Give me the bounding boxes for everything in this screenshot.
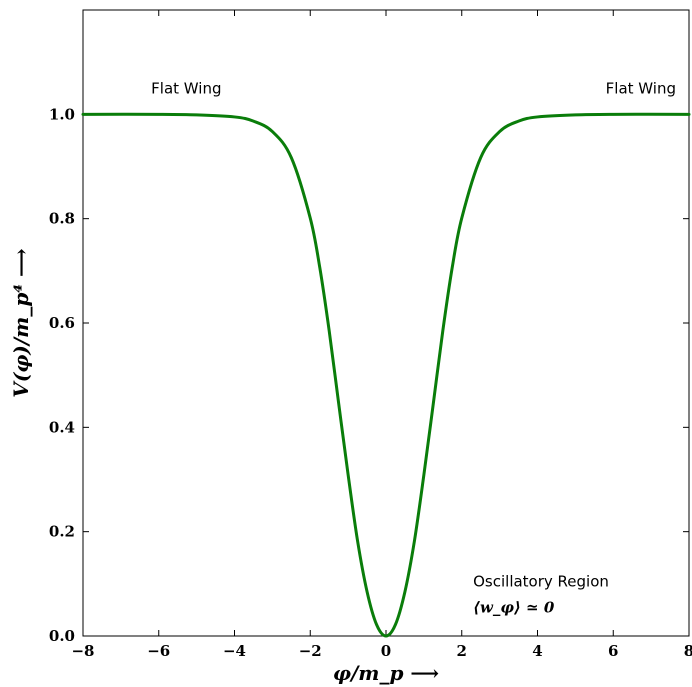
axis-tick-labels: −8 −6 −4 −2 0 2 4 6 8 0.0 0.2 0.4 0.6 0.8 1.0 <box>49 105 692 660</box>
x-tick-label: 2 <box>457 642 467 660</box>
annotation-0: Flat Wing <box>151 79 221 97</box>
x-axis-label: φ/m_p ⟶ <box>333 661 439 685</box>
y-tick-label: 0.2 <box>49 523 75 541</box>
x-tick-label: 6 <box>608 642 618 660</box>
annotation-3: ⟨w_φ⟩ ≃ 0 <box>473 599 555 617</box>
potential-curve <box>81 112 691 638</box>
x-tick-label: 8 <box>684 642 692 660</box>
y-tick-label: 0.4 <box>49 418 75 436</box>
annotation-2: Oscillatory Region <box>473 572 609 590</box>
x-tick-label: −6 <box>147 642 170 660</box>
y-axis-label: V(φ)/m_p⁴ ⟶ <box>9 248 33 397</box>
x-tick-label: 4 <box>532 642 542 660</box>
y-tick-label: 0.6 <box>49 314 75 332</box>
x-tick-label: −4 <box>223 642 246 660</box>
y-tick-label: 0.0 <box>49 627 75 645</box>
x-tick-label: 0 <box>381 642 391 660</box>
y-tick-label: 1.0 <box>49 105 75 123</box>
annotation-1: Flat Wing <box>606 79 676 97</box>
x-tick-label: −8 <box>71 642 94 660</box>
plot-area <box>82 9 690 637</box>
x-tick-label: −2 <box>299 642 322 660</box>
annotations: Flat Wing Flat Wing Oscillatory Region ⟨w_φ… <box>151 79 676 616</box>
y-tick-label: 0.8 <box>49 210 75 228</box>
